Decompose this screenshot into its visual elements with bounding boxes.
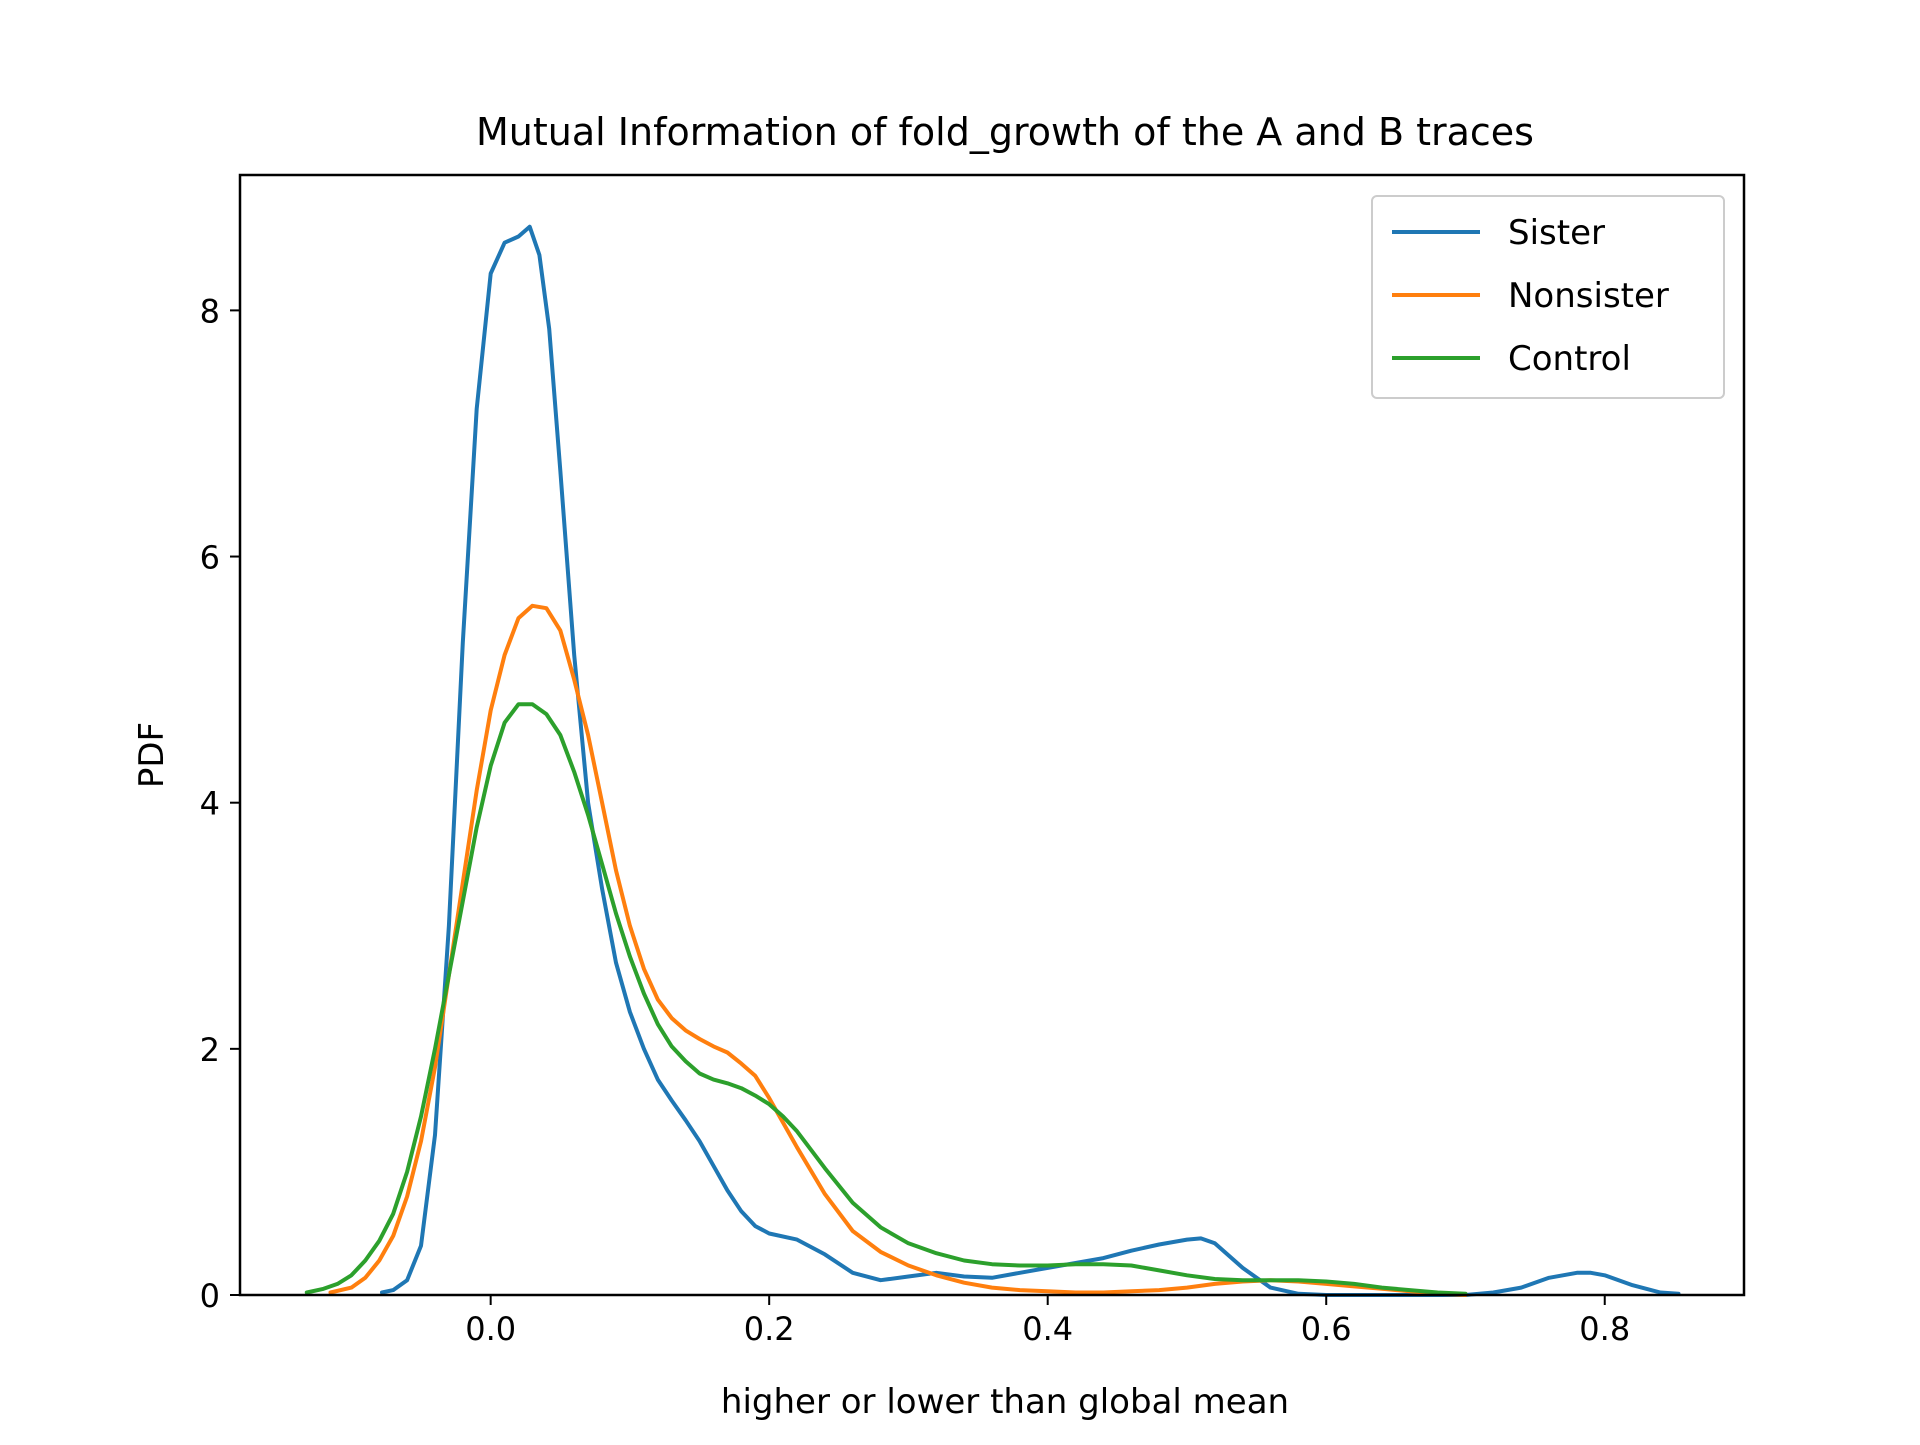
y-tick-label: 2 xyxy=(200,1031,220,1069)
axes-layer: 0.0 0.2 0.4 0.6 0.8 0 2 4 6 8 xyxy=(200,173,1746,1348)
series-line-nonsister xyxy=(328,603,1468,1297)
x-tick-label: 0.0 xyxy=(465,1310,516,1348)
y-tick-label: 4 xyxy=(200,785,220,823)
chart-title: Mutual Information of fold_growth of the… xyxy=(476,110,1534,154)
legend-label-sister: Sister xyxy=(1508,213,1605,253)
y-tick-label: 8 xyxy=(200,292,220,330)
x-tick-label: 0.2 xyxy=(744,1310,795,1348)
x-tick-label: 0.8 xyxy=(1579,1310,1630,1348)
plot-frame xyxy=(238,173,1746,1297)
x-axis-label: higher or lower than global mean xyxy=(721,1382,1289,1422)
legend-label-control: Control xyxy=(1508,339,1631,379)
legend: Sister Nonsister Control xyxy=(1371,195,1725,399)
x-tick-label: 0.4 xyxy=(1022,1310,1073,1348)
legend-label-nonsister: Nonsister xyxy=(1508,276,1669,316)
series-line-control xyxy=(304,702,1468,1296)
y-tick-label: 6 xyxy=(200,539,220,577)
x-tick-label: 0.6 xyxy=(1301,1310,1352,1348)
y-axis-label: PDF xyxy=(132,722,172,788)
y-tick-label: 0 xyxy=(200,1277,220,1315)
legend-box xyxy=(1371,195,1725,399)
